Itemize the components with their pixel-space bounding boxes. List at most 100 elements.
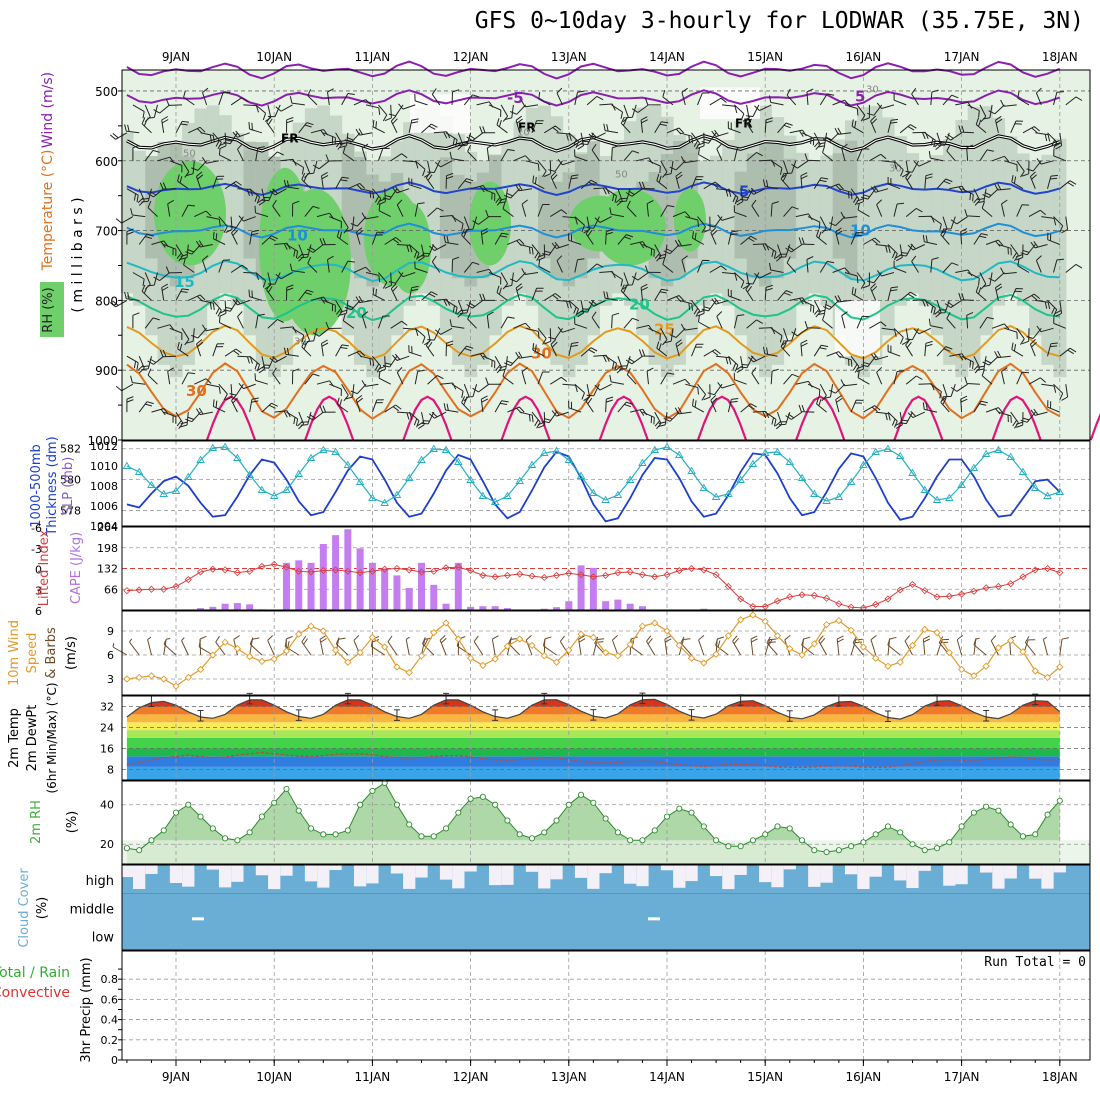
rh-point — [492, 801, 499, 808]
wind-barb — [414, 202, 425, 217]
wind-barb — [777, 290, 793, 301]
wind-barb — [870, 185, 889, 193]
rh-point — [725, 843, 732, 850]
wind-barb — [710, 227, 718, 245]
wind-barb — [905, 339, 913, 357]
wind-barb — [537, 327, 547, 345]
wind-barb — [382, 188, 398, 200]
rh-point — [749, 837, 756, 844]
wind-barb — [832, 99, 850, 106]
wind-barb — [784, 635, 791, 656]
wind-barb — [660, 372, 675, 385]
ylabel-wind-units: (m/s) — [64, 636, 79, 670]
wind-barb — [697, 383, 707, 401]
wind-barb — [238, 382, 256, 390]
slp-point — [748, 459, 758, 467]
minmax-bar — [197, 709, 204, 722]
rh-band-mid — [1053, 138, 1067, 378]
wind-barb — [717, 214, 735, 221]
wind-barb — [451, 216, 464, 231]
wind-barb — [519, 411, 534, 423]
wind-barb — [202, 87, 209, 106]
wind-barb — [323, 299, 336, 313]
wind-barb — [844, 104, 859, 116]
rh-point — [737, 843, 744, 850]
wind-barb — [175, 120, 190, 134]
slp-point — [564, 455, 574, 463]
lifted-index-point — [994, 582, 1002, 591]
wind-barb — [218, 383, 228, 401]
lifted-index-point — [712, 571, 720, 579]
minmax-bar — [492, 709, 499, 721]
wind-barb — [467, 312, 477, 329]
wind-barb — [521, 199, 528, 217]
wind-speed-point — [994, 644, 1003, 652]
wind-barb — [359, 355, 375, 367]
wind-barb — [680, 156, 698, 164]
wind-barb — [1047, 300, 1058, 317]
slp-point — [662, 442, 672, 450]
wind-barb — [697, 259, 710, 273]
wind-barb — [591, 311, 600, 329]
wind-barb — [685, 216, 699, 227]
slp-point — [920, 485, 930, 493]
rh-band-dark — [771, 143, 785, 279]
wind-barb — [1024, 636, 1036, 656]
wind-speed-point — [282, 647, 291, 655]
wind-barb — [201, 324, 219, 332]
rh-point — [970, 809, 977, 816]
slp-point — [392, 490, 402, 498]
contour-label: 5 — [855, 88, 865, 106]
wind-barb — [510, 104, 527, 115]
wind-barb — [361, 311, 369, 329]
slp-point — [650, 445, 660, 453]
wind-barb — [556, 299, 572, 309]
wind-barb — [950, 216, 968, 225]
rh-band-mid — [881, 117, 895, 336]
slp-point — [846, 477, 856, 485]
lifted-index-point — [687, 564, 696, 573]
wind-barb — [631, 272, 649, 281]
wind-barb — [301, 340, 312, 357]
ylabel-barbs: & Barbs — [44, 627, 59, 679]
wind-barb — [408, 285, 419, 301]
wind-barb — [887, 118, 899, 133]
wind-barb — [979, 316, 994, 329]
precip-tick-label: 0 — [111, 1054, 118, 1067]
wind-barb — [786, 256, 797, 273]
rh-point — [823, 849, 830, 856]
wind-barb — [372, 287, 385, 301]
wind-speed-point — [135, 673, 143, 682]
lifted-index-point — [123, 587, 131, 595]
wind-barb — [482, 188, 496, 201]
wind-barb — [559, 635, 570, 656]
wind-barb — [167, 367, 175, 385]
cloud-level-label: low — [92, 931, 115, 946]
wind-barb — [603, 123, 618, 134]
wind-barb — [664, 160, 674, 176]
wind-barb — [681, 255, 688, 273]
wind-barb — [521, 268, 539, 275]
wind-barb — [817, 132, 828, 148]
wind-barb — [946, 312, 956, 329]
cloud-high-gap — [317, 865, 330, 888]
wind-barb — [371, 231, 384, 245]
wind-barb — [754, 272, 772, 279]
wind-barb — [1053, 91, 1064, 106]
cape-bar — [565, 601, 573, 610]
rh-point — [283, 785, 290, 792]
ylabel-2m-dewpt: 2m DewPt — [25, 705, 40, 772]
wind-barb — [603, 291, 618, 301]
temp-band — [126, 766, 1060, 780]
date-label-top: 9JAN — [162, 50, 190, 64]
slp-point — [269, 491, 279, 499]
slp-point — [220, 442, 230, 450]
slp-point — [245, 470, 254, 478]
wind-barb — [206, 216, 221, 227]
wind-barb — [521, 100, 539, 108]
cloud-high-gap — [918, 865, 931, 871]
rh-band-dark — [550, 181, 564, 279]
wind-barb — [822, 132, 840, 143]
slp-point — [859, 460, 868, 468]
slp-point — [1018, 467, 1028, 475]
